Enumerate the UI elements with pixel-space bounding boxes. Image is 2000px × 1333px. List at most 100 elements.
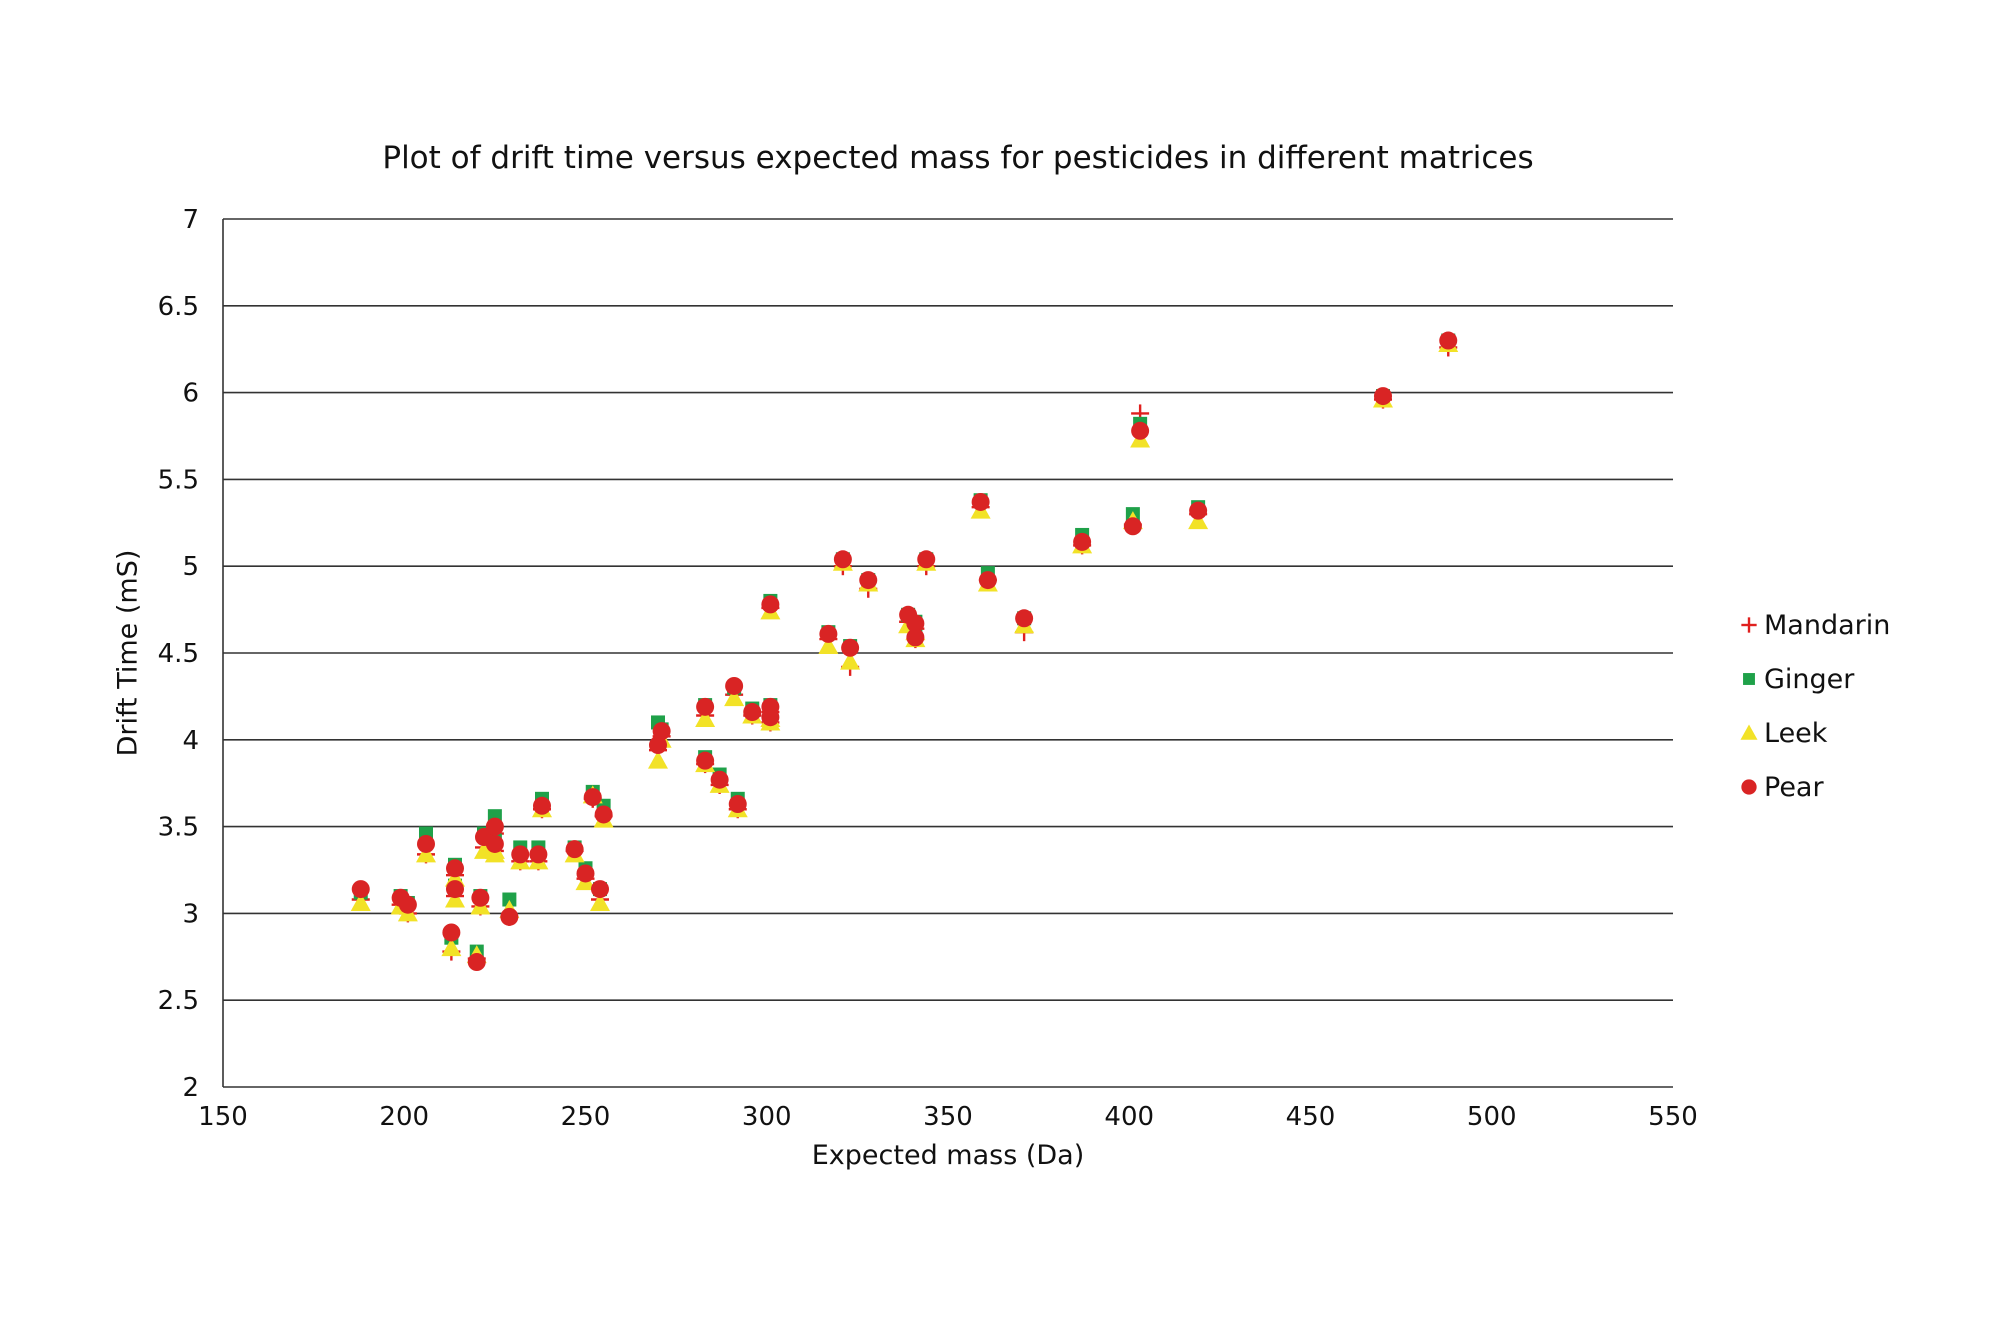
x-tick-label: 350: [923, 1102, 973, 1132]
plus-marker-icon: [1741, 617, 1757, 633]
series-pear: [351, 331, 1458, 972]
pear-point: [1189, 501, 1208, 520]
pear-point: [351, 880, 370, 899]
pear-point: [467, 953, 486, 972]
pear-point: [906, 614, 925, 633]
x-tick-label: 200: [379, 1102, 429, 1132]
pear-point: [442, 923, 461, 942]
pear-point: [565, 840, 584, 859]
y-tick-label: 5: [182, 552, 199, 582]
pear-point: [1374, 387, 1392, 406]
square-marker-icon: [1743, 673, 1755, 685]
x-tick-label: 550: [1648, 1102, 1698, 1132]
legend-marker: [1743, 673, 1755, 685]
pear-point: [446, 880, 464, 899]
legend-label: Leek: [1764, 717, 1828, 749]
legend-marker: [1740, 724, 1758, 740]
pear-point: [833, 550, 852, 569]
y-axis-label: Drift Time (mS): [112, 549, 144, 757]
pear-point: [529, 845, 548, 864]
y-tick-label: 3: [182, 899, 199, 929]
leek-point: [590, 892, 610, 911]
pear-point: [761, 595, 780, 614]
pear-point: [725, 676, 744, 695]
pear-point: [591, 880, 609, 899]
pear-point: [533, 796, 551, 815]
legend-label: Mandarin: [1764, 609, 1891, 641]
pear-point: [485, 817, 504, 836]
y-tick-label: 2: [182, 1073, 199, 1103]
x-tick-label: 400: [1104, 1102, 1154, 1132]
x-tick-label: 300: [742, 1102, 792, 1132]
pear-point: [971, 492, 990, 511]
pear-point: [500, 907, 519, 926]
pear-point: [1439, 331, 1458, 350]
series-leek: [350, 333, 1459, 964]
leek-point: [350, 892, 371, 911]
y-tick-label: 2.5: [158, 986, 199, 1016]
leek-point: [818, 636, 839, 655]
y-tick-label: 3.5: [158, 813, 199, 843]
y-tick-label: 4.5: [158, 639, 199, 669]
pear-point: [841, 638, 860, 657]
circle-marker-icon: [1741, 779, 1757, 795]
chart-title: Plot of drift time versus expected mass …: [382, 140, 1534, 176]
leek-point: [724, 688, 745, 707]
leek-point: [695, 708, 716, 727]
pear-point: [1123, 517, 1142, 536]
legend-label: Pear: [1764, 771, 1824, 803]
pear-point: [1073, 532, 1092, 551]
ginger-point: [502, 892, 517, 907]
leek-point: [441, 938, 462, 957]
triangle-marker-icon: [1740, 724, 1758, 740]
pear-point: [728, 795, 747, 814]
legend-item-mandarin: Mandarin: [1738, 598, 1890, 652]
leek-point: [484, 844, 505, 863]
pear-point: [710, 770, 729, 789]
leek-point: [445, 889, 465, 908]
pear-point: [511, 845, 530, 864]
pear-point: [917, 550, 936, 569]
pear-point: [906, 628, 925, 647]
pear-point: [417, 834, 435, 853]
legend-item-pear: Pear: [1738, 760, 1890, 814]
x-tick-label: 150: [198, 1102, 248, 1132]
pear-point: [761, 708, 780, 727]
leek-point: [1188, 511, 1209, 530]
leek-point: [648, 750, 668, 769]
pear-point: [1131, 421, 1150, 440]
pear-point: [583, 788, 602, 807]
pear-point: [576, 864, 595, 883]
pear-point: [978, 571, 997, 590]
y-tick-label: 5.5: [158, 465, 199, 495]
legend-marker: [1741, 779, 1757, 795]
legend-label: Ginger: [1764, 663, 1855, 695]
y-tick-label: 6.5: [158, 292, 199, 322]
x-axis-label: Expected mass (Da): [811, 1140, 1085, 1171]
pear-point: [1015, 609, 1034, 628]
leek-point: [840, 651, 861, 670]
pear-point: [859, 571, 878, 590]
pear-point: [446, 859, 464, 878]
y-tick-label: 4: [182, 726, 199, 756]
pear-point: [819, 624, 838, 643]
pear-point: [594, 805, 613, 824]
x-tick-label: 450: [1286, 1102, 1336, 1132]
pear-point: [471, 888, 490, 907]
legend-marker: [1741, 617, 1757, 633]
leek-point: [416, 844, 436, 863]
pear-point: [696, 697, 715, 716]
y-tick-label: 6: [182, 379, 199, 409]
pear-point: [652, 722, 671, 741]
pear-point: [696, 751, 715, 770]
legend-item-leek: Leek: [1738, 706, 1890, 760]
legend: Mandarin Ginger Leek Pear: [1738, 598, 1890, 814]
x-tick-label: 250: [561, 1102, 611, 1132]
pear-point: [485, 834, 504, 853]
pear-point: [743, 703, 762, 722]
x-tick-label: 500: [1467, 1102, 1517, 1132]
pear-point: [398, 895, 417, 914]
y-tick-label: 7: [182, 205, 199, 235]
legend-item-ginger: Ginger: [1738, 652, 1890, 706]
